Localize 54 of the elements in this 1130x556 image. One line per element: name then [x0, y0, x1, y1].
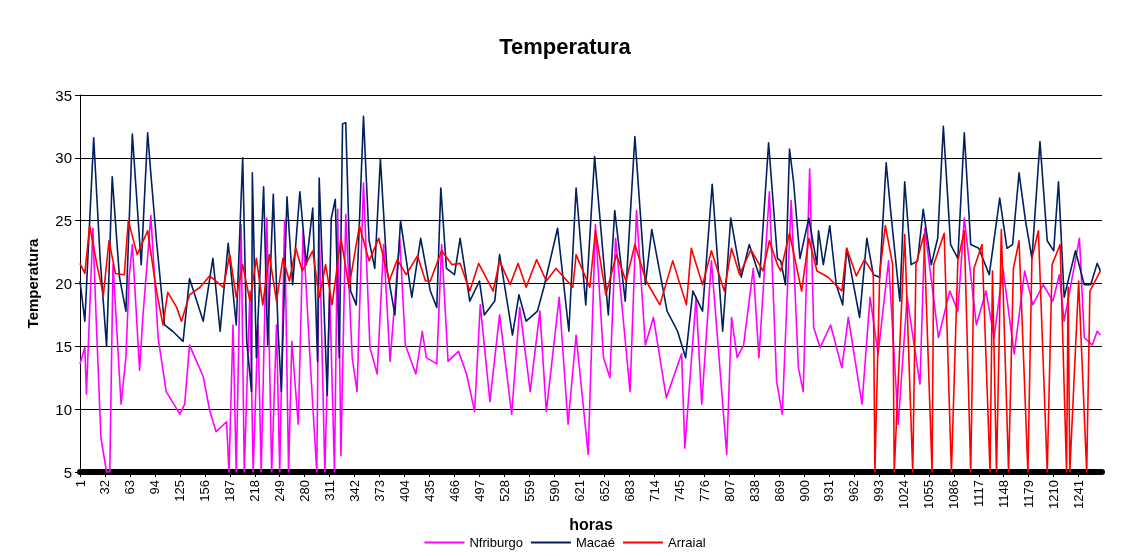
y-tick-label: 25 [55, 212, 72, 230]
x-tick-label: 776 [696, 480, 712, 502]
x-axis-title: horas [569, 516, 613, 534]
x-tick-label: 1086 [946, 480, 962, 509]
y-tick-label: 30 [55, 149, 72, 167]
y-tick-label: 20 [55, 275, 72, 292]
x-tick-label: 931 [821, 480, 837, 502]
x-tick-label: 838 [746, 480, 762, 502]
x-tick-label: 32 [97, 480, 113, 495]
x-tick-label: 993 [871, 480, 887, 502]
x-tick-label: 497 [471, 480, 487, 502]
x-tick-label: 1117 [971, 480, 987, 507]
x-tick-label: 590 [546, 480, 562, 502]
x-tick-label: 1055 [921, 480, 937, 509]
x-tick-label: 1 [72, 480, 88, 488]
legend-label: Nfriburgo [469, 535, 523, 550]
x-tick-label: 621 [571, 480, 587, 502]
x-tick-label: 218 [247, 480, 263, 502]
x-tick-label: 559 [521, 480, 537, 502]
x-tick-label: 63 [122, 480, 138, 495]
x-tick-label: 900 [796, 480, 812, 502]
x-tick-label: 94 [147, 480, 163, 495]
x-tick-label: 869 [771, 480, 787, 502]
y-tick-label: 10 [55, 400, 72, 418]
x-tick-label: 683 [621, 480, 637, 502]
x-tick-label: 1241 [1071, 480, 1087, 509]
x-tick-label: 373 [372, 480, 388, 502]
x-tick-label: 1148 [996, 480, 1012, 508]
x-tick-label: 311 [322, 480, 338, 501]
y-axis-title: Temperatura [24, 237, 41, 329]
x-tick-label: 962 [846, 480, 862, 502]
x-tick-label: 404 [397, 480, 413, 502]
x-tick-label: 280 [297, 480, 313, 502]
x-tick-label: 435 [422, 480, 438, 502]
chart-title: Temperatura [499, 33, 632, 59]
x-tick-label: 807 [721, 480, 737, 502]
x-tick-label: 342 [347, 480, 363, 502]
y-tick-label: 15 [55, 337, 72, 355]
legend-label: Arraial [667, 535, 706, 550]
x-tick-label: 466 [446, 480, 462, 502]
y-tick-label: 35 [55, 86, 72, 104]
x-tick-label: 156 [197, 480, 213, 502]
x-tick-label: 187 [222, 480, 238, 502]
x-tick-label: 528 [496, 480, 512, 502]
x-tick-label: 745 [671, 480, 687, 502]
x-tick-label: 714 [646, 480, 662, 502]
x-tick-label: 1210 [1046, 480, 1062, 509]
x-tick-label: 652 [596, 480, 612, 502]
x-tick-label: 1179 [1021, 480, 1037, 508]
x-tick-label: 249 [272, 480, 288, 502]
y-tick-label: 5 [63, 463, 72, 481]
x-tick-label: 1024 [896, 480, 912, 509]
x-tick-label: 125 [172, 480, 188, 502]
legend-label: Macaé [575, 535, 615, 550]
